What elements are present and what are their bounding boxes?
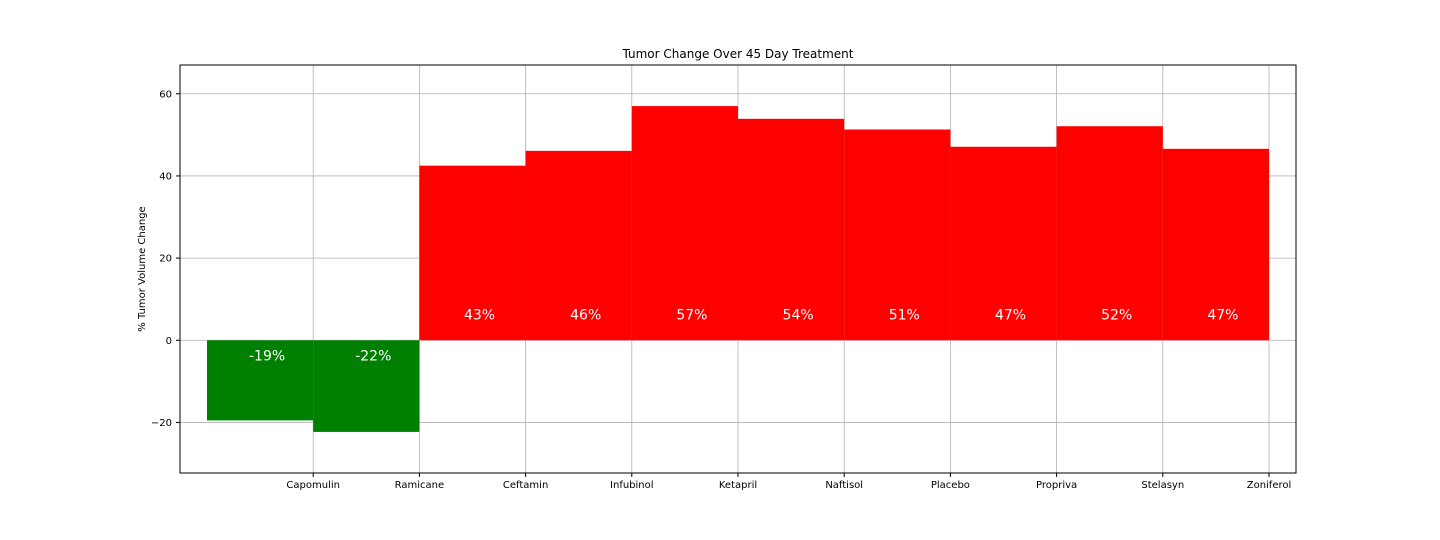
x-axis-ticks: Capomulin Ramicane Ceftamin Infubinol Ketapr… — [286, 473, 1291, 491]
data-label: 57% — [676, 307, 707, 323]
x-tick-label: Infubinol — [610, 480, 654, 491]
bar-ramicane — [313, 340, 420, 432]
data-label: 51% — [889, 307, 920, 323]
bar-placebo — [844, 129, 951, 341]
chart-title: Tumor Change Over 45 Day Treatment — [622, 47, 854, 61]
bar-ceftamin — [419, 165, 526, 341]
bar-propriva — [950, 146, 1057, 341]
y-tick-label: 20 — [159, 254, 172, 265]
bars — [207, 106, 1269, 432]
y-tick-label: 40 — [159, 171, 172, 182]
data-label: 47% — [1207, 307, 1238, 323]
bar-zoniferol — [1162, 148, 1269, 341]
x-tick-label: Ramicane — [395, 480, 445, 491]
x-tick-label: Zoniferol — [1247, 480, 1292, 491]
y-axis-label: % Tumor Volume Change — [137, 206, 148, 331]
bar-ketapril — [631, 106, 738, 341]
y-tick-label: 0 — [166, 336, 172, 347]
x-tick-label: Ceftamin — [503, 480, 548, 491]
bar-stelasyn — [1056, 126, 1163, 341]
x-tick-label: Capomulin — [286, 480, 340, 491]
data-label: 46% — [570, 307, 601, 323]
y-tick-label: 60 — [159, 89, 172, 100]
bar-naftisol — [738, 118, 845, 341]
data-labels: -19% -22% 43% 46% 57% 54% 51% 47% 52% 47% — [249, 307, 1238, 364]
y-tick-label: −20 — [151, 418, 172, 429]
x-tick-label: Naftisol — [825, 480, 863, 491]
bar-infubinol — [525, 150, 632, 341]
data-label: -22% — [355, 348, 391, 364]
data-label: 54% — [783, 307, 814, 323]
data-label: 47% — [995, 307, 1026, 323]
bar-capomulin — [207, 340, 314, 421]
data-label: 52% — [1101, 307, 1132, 323]
x-tick-label: Stelasyn — [1141, 480, 1184, 491]
x-tick-label: Propriva — [1036, 480, 1077, 491]
y-axis-ticks: −20 0 20 40 60 — [151, 89, 180, 429]
data-label: 43% — [464, 307, 495, 323]
data-label: -19% — [249, 348, 285, 364]
x-tick-label: Ketapril — [719, 480, 757, 491]
x-tick-label: Placebo — [931, 480, 970, 491]
